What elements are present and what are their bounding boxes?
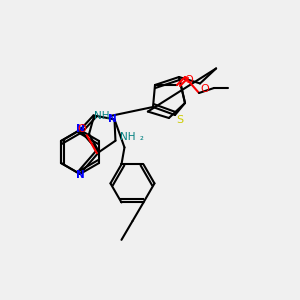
- Text: N: N: [76, 170, 84, 180]
- Text: N: N: [108, 114, 117, 124]
- Text: NH: NH: [94, 111, 110, 121]
- Text: O: O: [201, 84, 209, 94]
- Text: NH: NH: [120, 132, 135, 142]
- Text: O: O: [184, 75, 194, 85]
- Text: S: S: [176, 115, 184, 125]
- Text: O: O: [78, 124, 86, 134]
- Text: ₂: ₂: [140, 132, 143, 142]
- Text: N: N: [76, 124, 84, 134]
